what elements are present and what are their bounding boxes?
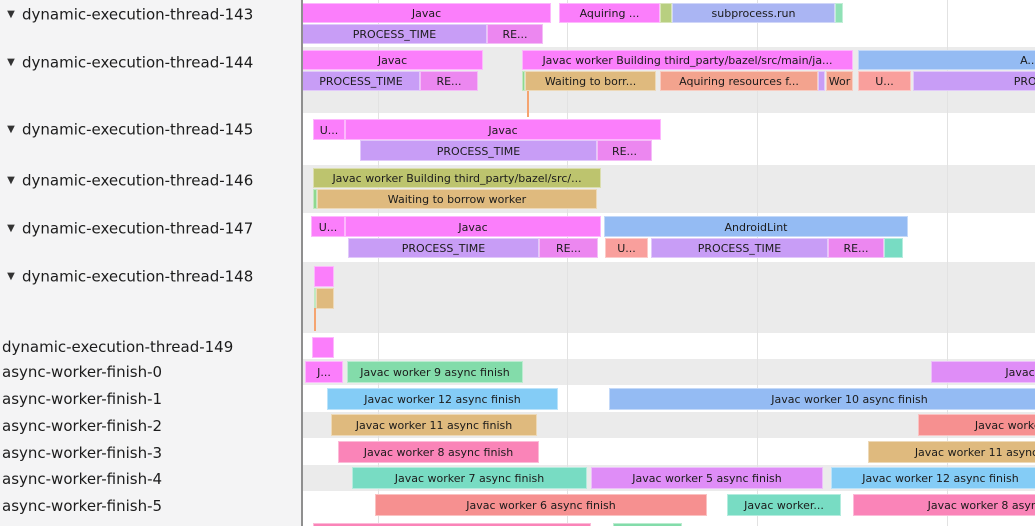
track-label-dynamic-execution-thread-143[interactable]: ▼ dynamic-execution-thread-143 <box>0 4 301 24</box>
collapse-arrow-icon[interactable]: ▼ <box>7 222 15 234</box>
slice-waiting-to-borrow-worker[interactable]: Waiting to borrow worker <box>317 189 597 209</box>
slice-process-time[interactable]: PROCESS_TIME <box>302 71 420 91</box>
slice-javac[interactable]: Javac <box>302 50 483 70</box>
track-name-text: async-worker-finish-2 <box>2 416 163 435</box>
slice-javac[interactable]: Javac <box>345 119 661 140</box>
track-name-text: async-worker-finish-3 <box>2 443 163 462</box>
slice-wor[interactable]: Wor <box>826 71 853 91</box>
slice-green_sliver[interactable] <box>522 71 525 91</box>
track-background-band <box>302 262 1035 333</box>
slice-u[interactable]: U... <box>311 216 345 237</box>
slice-javac-worker-8-asyn[interactable]: Javac worker 8 asyn... <box>853 494 1035 516</box>
slice-process-time[interactable]: PROCESS_TIME <box>348 238 539 258</box>
slice-javac[interactable]: Javac <box>345 216 601 237</box>
slice-javac-worke[interactable]: Javac worke... <box>918 414 1035 436</box>
instant-event-tick[interactable] <box>527 91 529 117</box>
track-name-sidebar: ▼ dynamic-execution-thread-143 ▼ dynamic-ex… <box>0 0 303 526</box>
slice-javac-worker-building-third-party-bazel-src[interactable]: Javac worker Building third_party/bazel/… <box>313 168 601 188</box>
track-label-async-worker-finish-0[interactable]: async-worker-finish-0 <box>0 361 301 381</box>
slice-javac-worker-12-async-finish[interactable]: Javac worker 12 async finish <box>831 467 1035 489</box>
slice-teal[interactable] <box>884 238 903 258</box>
slice-magenta[interactable] <box>312 337 334 358</box>
track-name-text: dynamic-execution-thread-143 <box>22 5 254 24</box>
time-gridline <box>378 0 379 526</box>
time-gridline <box>757 0 758 526</box>
slice-process-time[interactable]: PROCESS_TIME <box>651 238 828 258</box>
track-name-text: dynamic-execution-thread-149 <box>2 337 234 356</box>
track-name-text: dynamic-execution-thread-148 <box>22 267 254 286</box>
slice-re[interactable]: RE... <box>597 140 652 161</box>
slice-javac-worker[interactable]: Javac worker... <box>727 494 841 516</box>
slice-process-time[interactable]: PROCESS_TIME <box>302 24 487 44</box>
slice-javac-worker-8-async-finish[interactable]: Javac worker 8 async finish <box>338 441 539 463</box>
slice-javac-w[interactable]: Javac w... <box>931 361 1035 383</box>
slice-hotpink[interactable] <box>313 523 591 526</box>
slice-javac-worker-10-async-finish[interactable]: Javac worker 10 async finish <box>609 388 1035 410</box>
slice-olive2[interactable] <box>660 3 672 23</box>
slice-re[interactable]: RE... <box>487 24 543 44</box>
slice-javac-worker-5-async-finish[interactable]: Javac worker 5 async finish <box>591 467 823 489</box>
track-label-dynamic-execution-thread-149[interactable]: dynamic-execution-thread-149 <box>0 336 301 356</box>
slice-j[interactable]: J... <box>305 361 343 383</box>
slice-green_sliver[interactable] <box>313 189 317 209</box>
slice-a[interactable]: A... <box>858 50 1035 70</box>
slice-javac-worker-6-async-finish[interactable]: Javac worker 6 async finish <box>375 494 707 516</box>
slice-re[interactable]: RE... <box>828 238 884 258</box>
slice-magenta[interactable] <box>314 266 334 287</box>
slice-aquiring-resources-f[interactable]: Aquiring resources f... <box>660 71 818 91</box>
slice-re[interactable]: RE... <box>539 238 598 258</box>
track-name-text: async-worker-finish-1 <box>2 389 163 408</box>
collapse-arrow-icon[interactable]: ▼ <box>7 174 15 186</box>
track-label-dynamic-execution-thread-148[interactable]: ▼ dynamic-execution-thread-148 <box>0 266 301 286</box>
slice-javac-worker-9-async-finish[interactable]: Javac worker 9 async finish <box>347 361 523 383</box>
track-name-text: async-worker-finish-4 <box>2 469 163 488</box>
slice-process-time[interactable]: PROCESS_TIME <box>360 140 597 161</box>
slice-javac-worker-11-async-finish[interactable]: Javac worker 11 async finish <box>331 414 537 436</box>
slice-waiting-to-borr[interactable]: Waiting to borr... <box>525 71 656 91</box>
slice-subprocess-run[interactable]: subprocess.run <box>672 3 835 23</box>
time-gridline <box>947 0 948 526</box>
slice-androidlint[interactable]: AndroidLint <box>604 216 908 237</box>
track-label-async-worker-finish-2[interactable]: async-worker-finish-2 <box>0 415 301 435</box>
slice-u[interactable]: U... <box>313 119 345 140</box>
track-label-async-worker-finish-5[interactable]: async-worker-finish-5 <box>0 495 301 515</box>
slice-re[interactable]: RE... <box>420 71 478 91</box>
track-name-text: dynamic-execution-thread-144 <box>22 53 254 72</box>
slice-javac-worker-11-async-f[interactable]: Javac worker 11 async f... <box>868 441 1035 463</box>
track-name-text: dynamic-execution-thread-145 <box>22 120 254 139</box>
track-name-text: async-worker-finish-5 <box>2 496 163 515</box>
track-name-text: dynamic-execution-thread-146 <box>22 171 254 190</box>
slice-u[interactable]: U... <box>858 71 911 91</box>
collapse-arrow-icon[interactable]: ▼ <box>7 8 15 20</box>
track-label-dynamic-execution-thread-146[interactable]: ▼ dynamic-execution-thread-146 <box>0 170 301 190</box>
slice-u[interactable]: U... <box>605 238 648 258</box>
collapse-arrow-icon[interactable]: ▼ <box>7 56 15 68</box>
slice-green[interactable] <box>613 523 682 526</box>
slice-javac-worker-7-async-finish[interactable]: Javac worker 7 async finish <box>352 467 587 489</box>
slice-mint[interactable] <box>835 3 843 23</box>
slice-violet[interactable] <box>818 71 825 91</box>
track-name-text: dynamic-execution-thread-147 <box>22 219 254 238</box>
track-label-async-worker-finish-3[interactable]: async-worker-finish-3 <box>0 442 301 462</box>
slice-javac[interactable]: Javac <box>302 3 551 23</box>
slice-javac-worker-12-async-finish[interactable]: Javac worker 12 async finish <box>327 388 558 410</box>
slice-process-time[interactable]: PROCESS_TIME <box>913 71 1035 91</box>
track-label-async-worker-finish-4[interactable]: async-worker-finish-4 <box>0 468 301 488</box>
slice-javac-worker-building-third-party-bazel-src-main-ja[interactable]: Javac worker Building third_party/bazel/… <box>522 50 853 70</box>
collapse-arrow-icon[interactable]: ▼ <box>7 123 15 135</box>
track-label-dynamic-execution-thread-144[interactable]: ▼ dynamic-execution-thread-144 <box>0 52 301 72</box>
track-label-dynamic-execution-thread-147[interactable]: ▼ dynamic-execution-thread-147 <box>0 218 301 238</box>
time-gridline <box>567 0 568 526</box>
track-name-text: async-worker-finish-0 <box>2 362 163 381</box>
instant-event-tick[interactable] <box>314 308 316 331</box>
collapse-arrow-icon[interactable]: ▼ <box>7 270 15 282</box>
track-label-dynamic-execution-thread-145[interactable]: ▼ dynamic-execution-thread-145 <box>0 119 301 139</box>
slice-tan[interactable] <box>316 288 334 309</box>
track-label-async-worker-finish-1[interactable]: async-worker-finish-1 <box>0 388 301 408</box>
slice-aquiring[interactable]: Aquiring ... <box>559 3 660 23</box>
